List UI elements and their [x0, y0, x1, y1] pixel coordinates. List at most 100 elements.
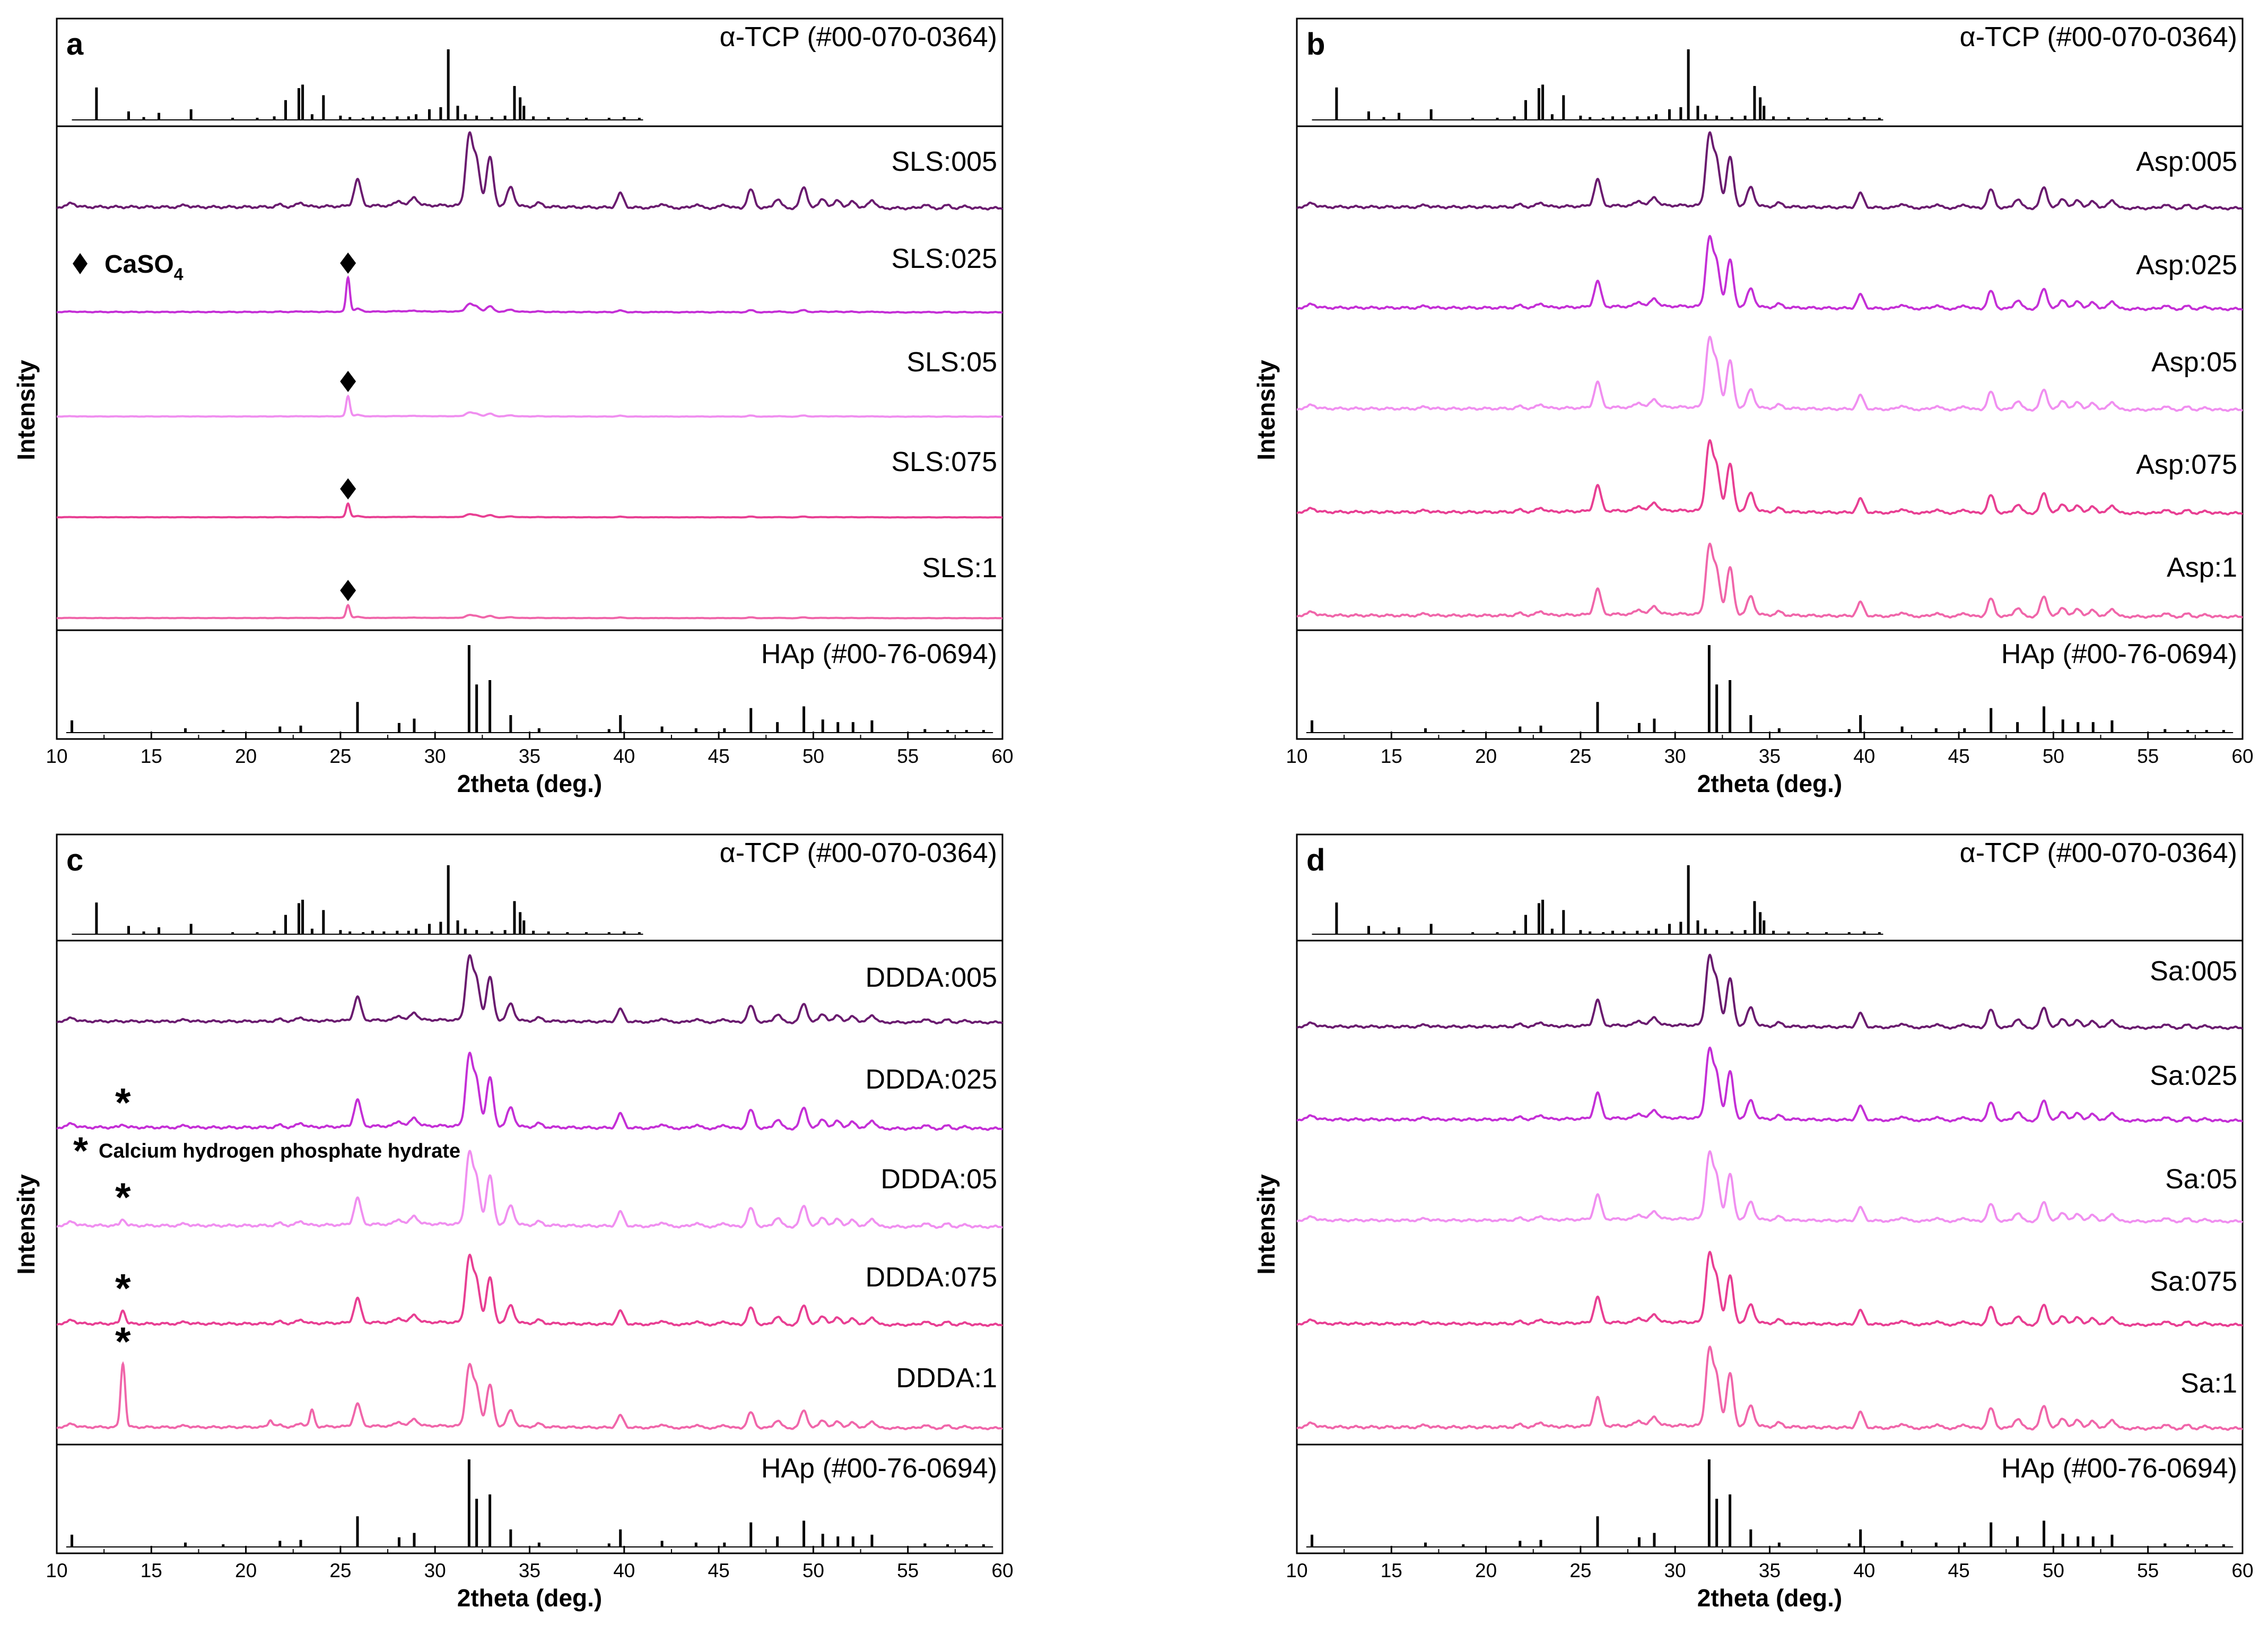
y-axis-title: Intensity [12, 360, 40, 460]
sample-trace-label: Sa:05 [2165, 1164, 2237, 1195]
sample-trace-label: Asp:005 [2136, 146, 2237, 177]
panel-letter: b [1306, 27, 1325, 62]
sample-trace [1297, 1150, 2243, 1224]
sample-trace [1297, 1345, 2244, 1431]
x-tick-label: 30 [424, 1560, 446, 1581]
x-tick-label: 20 [235, 745, 257, 767]
x-tick-label: 15 [141, 745, 162, 767]
sample-trace [56, 954, 1003, 1025]
sample-frame [1296, 125, 2244, 631]
x-tick-label: 40 [1853, 745, 1875, 767]
panel-d: d α-TCP (#00-070-0364) HAp (#00-76-0694) Sa… [1252, 833, 2254, 1612]
tcp-reference-label: α-TCP (#00-070-0364) [1960, 838, 2237, 868]
x-tick-label: 45 [708, 1560, 730, 1581]
x-tick-label: 25 [329, 1560, 351, 1581]
sample-trace [57, 394, 1003, 418]
sample-trace [56, 1051, 1003, 1131]
hap-reference-label: HAp (#00-76-0694) [2001, 1453, 2237, 1484]
x-tick-label: 35 [1759, 745, 1781, 767]
x-tick-label: 25 [1569, 1560, 1591, 1581]
x-tick-label: 60 [2231, 745, 2253, 767]
x-tick-label: 50 [2043, 1560, 2064, 1581]
caso4-marker-icon [340, 253, 356, 274]
sample-trace-label: SLS:05 [906, 347, 997, 378]
sample-frame [56, 940, 1004, 1446]
x-tick-label: 35 [519, 1560, 540, 1581]
panel-letter: a [66, 27, 84, 62]
x-tick-label: 60 [991, 1560, 1013, 1581]
sample-trace-label: Sa:025 [2150, 1060, 2237, 1091]
y-axis-title: Intensity [1252, 1174, 1280, 1275]
sample-trace-label: SLS:005 [892, 146, 998, 177]
sample-trace [57, 604, 1002, 620]
caso4-marker-icon [340, 371, 356, 392]
sample-trace-label: DDDA:025 [865, 1064, 997, 1095]
sample-trace-label: DDDA:1 [896, 1363, 997, 1394]
phosphate-marker-icon: * [115, 1175, 131, 1220]
sample-trace [1297, 542, 2243, 619]
x-tick-label: 20 [1475, 745, 1497, 767]
x-tick-label: 20 [235, 1560, 257, 1581]
x-axis-title: 2theta (deg.) [457, 770, 602, 797]
sample-trace [1297, 335, 2243, 412]
x-tick-label: 40 [613, 1560, 635, 1581]
x-tick-label: 10 [1286, 1560, 1307, 1581]
sample-frame [1296, 940, 2244, 1446]
sample-trace [1297, 1250, 2243, 1327]
sample-trace [56, 131, 1003, 211]
tcp-reference-label: α-TCP (#00-070-0364) [720, 838, 997, 868]
caso4-legend-label: CaSO4 [104, 250, 184, 284]
panel-b: b α-TCP (#00-070-0364) HAp (#00-76-0694) As… [1252, 18, 2254, 797]
sample-trace-label: Asp:1 [2167, 552, 2237, 583]
x-tick-label: 40 [1853, 1560, 1875, 1581]
phosphate-marker-icon: * [115, 1266, 131, 1311]
sample-trace [57, 275, 1003, 314]
sample-trace-label: Asp:05 [2151, 347, 2237, 378]
panel-letter: c [66, 843, 83, 877]
x-tick-label: 55 [2137, 745, 2159, 767]
tcp-reference-label: α-TCP (#00-070-0364) [1960, 22, 2237, 53]
sample-trace-label: SLS:1 [922, 553, 997, 584]
sample-trace-label: Asp:075 [2136, 449, 2237, 480]
sample-trace [57, 1361, 1003, 1431]
panel-letter: d [1306, 843, 1325, 877]
sample-trace-label: SLS:075 [892, 447, 998, 477]
panel-c: c α-TCP (#00-070-0364) HAp (#00-76-0694) DD… [12, 833, 1014, 1612]
sample-trace [1297, 1046, 2243, 1123]
sample-frame [56, 125, 1004, 631]
x-tick-label: 25 [329, 745, 351, 767]
caso4-legend-icon [73, 253, 88, 274]
x-tick-label: 15 [1381, 745, 1402, 767]
phosphate-legend-label: Calcium hydrogen phosphate hydrate [99, 1140, 460, 1162]
sample-trace [1297, 953, 2243, 1030]
sample-trace-label: SLS:025 [892, 243, 998, 274]
x-tick-label: 45 [708, 745, 730, 767]
x-tick-label: 20 [1475, 1560, 1497, 1581]
phosphate-marker-icon: * [115, 1319, 131, 1364]
hap-reference-label: HAp (#00-76-0694) [761, 639, 997, 669]
x-tick-label: 60 [991, 745, 1013, 767]
x-tick-label: 30 [1664, 745, 1686, 767]
sample-trace-label: Sa:005 [2150, 956, 2237, 987]
x-tick-label: 55 [2137, 1560, 2159, 1581]
hap-reference-label: HAp (#00-76-0694) [2001, 639, 2237, 669]
sample-trace-label: Sa:075 [2150, 1266, 2237, 1297]
caso4-marker-icon [340, 478, 356, 500]
x-tick-label: 30 [424, 745, 446, 767]
x-tick-label: 40 [613, 745, 635, 767]
y-axis-title: Intensity [12, 1174, 40, 1275]
tcp-reference-label: α-TCP (#00-070-0364) [720, 22, 997, 53]
sample-trace [57, 1253, 1003, 1327]
phosphate-marker-icon: * [115, 1081, 131, 1126]
phosphate-legend-icon: * [73, 1130, 88, 1172]
sample-trace-label: DDDA:075 [865, 1262, 997, 1293]
x-tick-label: 50 [802, 1560, 824, 1581]
x-tick-label: 35 [519, 745, 540, 767]
x-tick-label: 45 [1948, 1560, 1970, 1581]
sample-trace [1297, 439, 2243, 516]
x-axis-title: 2theta (deg.) [1697, 770, 1842, 797]
sample-trace-label: DDDA:005 [865, 962, 997, 993]
x-tick-label: 30 [1664, 1560, 1686, 1581]
x-tick-label: 10 [1286, 745, 1307, 767]
x-tick-label: 60 [2231, 1560, 2253, 1581]
